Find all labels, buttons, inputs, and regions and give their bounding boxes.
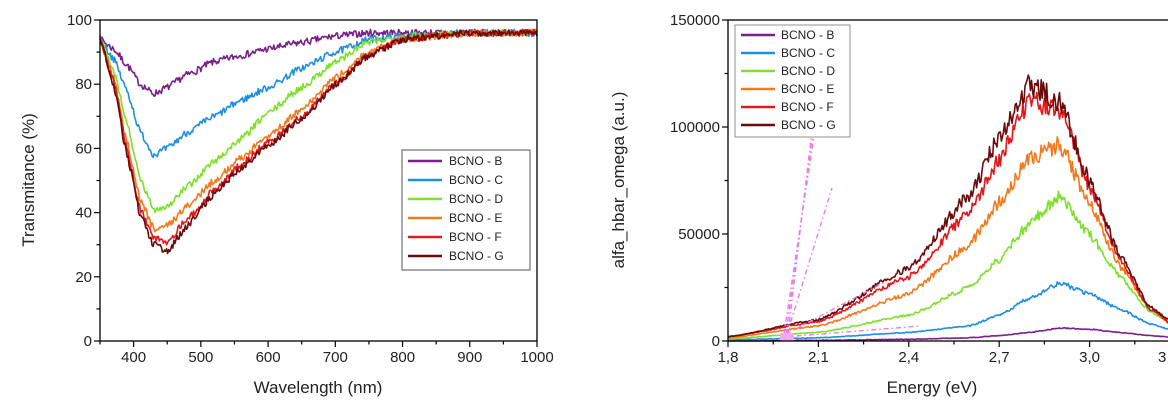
absorption-legend-label: BCNO - G bbox=[781, 118, 836, 132]
transmittance-ytick-label: 0 bbox=[84, 333, 92, 350]
absorption-legend: BCNO - B BCNO - C BCNO - D BCNO - E BCNO… bbox=[734, 24, 851, 138]
transmittance-xtick-label: 700 bbox=[323, 349, 348, 366]
absorption-ytick-label: 150000 bbox=[670, 12, 720, 29]
absorption-xtick-label: 3 bbox=[1158, 349, 1166, 366]
transmittance-legend-box bbox=[401, 149, 531, 271]
transmittance-ytick-label: 20 bbox=[75, 269, 92, 286]
transmittance-y-axis-label: Transmitance (%) bbox=[19, 113, 38, 247]
absorption-series-line bbox=[727, 190, 1168, 340]
transmittance-ytick-label: 80 bbox=[75, 76, 92, 93]
absorption-legend-box bbox=[734, 24, 851, 138]
absorption-y-axis-label: alfa_hbar_omega (a.u.) bbox=[609, 92, 628, 269]
transmittance-legend-label: BCNO - F bbox=[449, 230, 502, 244]
transmittance-legend: BCNO - B BCNO - C BCNO - D BCNO - E BCNO… bbox=[401, 149, 531, 271]
absorption-xtick-label: 2,1 bbox=[808, 349, 829, 366]
absorption-ytick-label: 50000 bbox=[678, 226, 720, 243]
transmittance-xtick-label: 500 bbox=[188, 349, 213, 366]
transmittance-series-line bbox=[99, 28, 538, 97]
tauc-fit-line bbox=[783, 129, 816, 335]
absorption-legend-label: BCNO - E bbox=[781, 82, 834, 96]
transmittance-legend-label: BCNO - C bbox=[449, 173, 503, 187]
transmittance-xtick-label: 900 bbox=[457, 349, 482, 366]
transmittance-legend-label: BCNO - B bbox=[449, 154, 502, 168]
absorption-series-line bbox=[727, 281, 1168, 341]
transmittance-legend-label: BCNO - G bbox=[449, 249, 504, 263]
transmittance-x-axis-label: Wavelength (nm) bbox=[254, 378, 383, 397]
transmittance-series-line bbox=[99, 29, 538, 255]
tauc-intercept-marker bbox=[780, 333, 794, 341]
transmittance-ytick-label: 60 bbox=[75, 140, 92, 157]
absorption-series-line bbox=[727, 136, 1168, 339]
absorption-x-axis-label: Energy (eV) bbox=[887, 378, 978, 397]
tauc-fit-line bbox=[783, 325, 921, 338]
absorption-legend-label: BCNO - B bbox=[781, 28, 834, 42]
absorption-ticks bbox=[722, 19, 1136, 347]
transmittance-xtick-label: 600 bbox=[256, 349, 281, 366]
absorption-xtick-label: 2,7 bbox=[989, 349, 1010, 366]
transmittance-series-group bbox=[99, 28, 538, 255]
absorption-series-group bbox=[727, 74, 1168, 342]
transmittance-chart: 400 500 600 700 800 900 1000 0 20 40 60 … bbox=[19, 12, 554, 397]
transmittance-ytick-label: 40 bbox=[75, 205, 92, 222]
absorption-legend-label: BCNO - C bbox=[781, 46, 835, 60]
transmittance-xtick-label: 800 bbox=[390, 349, 415, 366]
absorption-series-line bbox=[727, 74, 1168, 338]
absorption-xtick-label: 3,0 bbox=[1079, 349, 1100, 366]
transmittance-xtick-label: 400 bbox=[121, 349, 146, 366]
transmittance-ytick-label: 100 bbox=[67, 12, 92, 29]
transmittance-xtick-label: 1000 bbox=[520, 349, 553, 366]
absorption-chart: 1,8 2,1 2,4 2,7 3,0 3 0 50000 100000 150… bbox=[609, 12, 1168, 397]
transmittance-legend-label: BCNO - D bbox=[449, 192, 503, 206]
absorption-xtick-label: 1,8 bbox=[718, 349, 739, 366]
absorption-legend-label: BCNO - D bbox=[781, 64, 835, 78]
absorption-ytick-label: 0 bbox=[712, 333, 720, 350]
absorption-xtick-label: 2,4 bbox=[898, 349, 919, 366]
tauc-fit-line bbox=[786, 187, 833, 335]
transmittance-ticks bbox=[94, 19, 538, 347]
absorption-ytick-label: 100000 bbox=[670, 119, 720, 136]
transmittance-legend-label: BCNO - E bbox=[449, 211, 502, 225]
absorption-legend-label: BCNO - F bbox=[781, 100, 834, 114]
